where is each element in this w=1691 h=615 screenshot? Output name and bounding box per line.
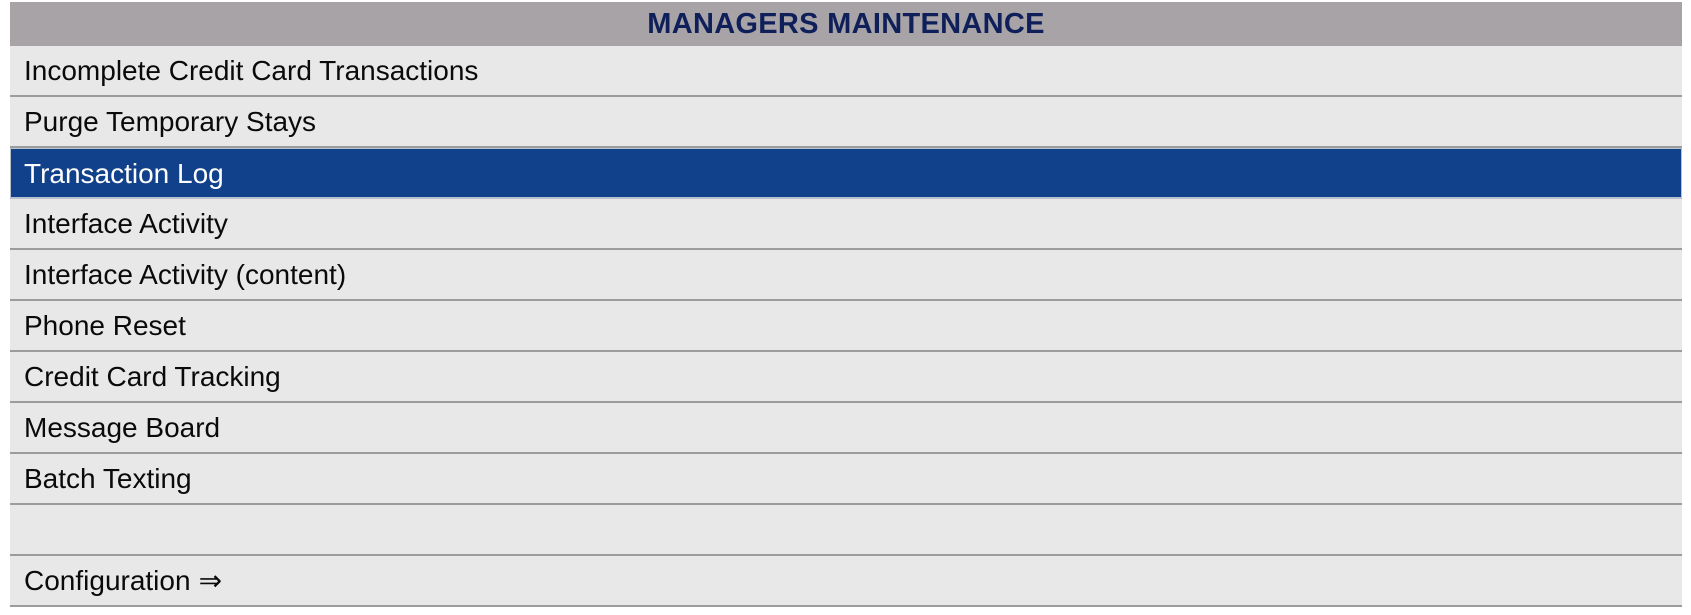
menu-item-incomplete-credit-card-transactions[interactable]: Incomplete Credit Card Transactions — [10, 46, 1682, 97]
menu-item-interface-activity[interactable]: Interface Activity — [10, 199, 1682, 250]
menu-item-label: Batch Texting — [24, 463, 192, 494]
menu-item-purge-temporary-stays[interactable]: Purge Temporary Stays — [10, 97, 1682, 148]
menu-spacer-row — [10, 505, 1682, 556]
menu-item-batch-texting[interactable]: Batch Texting — [10, 454, 1682, 505]
menu-item-transaction-log[interactable]: Transaction Log — [10, 148, 1682, 199]
menu-item-label: Phone Reset — [24, 310, 186, 341]
menu-item-label: Message Board — [24, 412, 221, 443]
menu-item-message-board[interactable]: Message Board — [10, 403, 1682, 454]
menu-item-configuration[interactable]: Configuration ⇒ — [10, 556, 1682, 607]
maintenance-menu-list: Incomplete Credit Card Transactions Purg… — [10, 46, 1682, 607]
menu-item-label: Purge Temporary Stays — [24, 106, 317, 137]
menu-item-label: Incomplete Credit Card Transactions — [24, 55, 479, 86]
menu-item-credit-card-tracking[interactable]: Credit Card Tracking — [10, 352, 1682, 403]
menu-item-label: Interface Activity (content) — [24, 259, 347, 290]
managers-maintenance-panel: MANAGERS MAINTENANCE Incomplete Credit C… — [10, 2, 1682, 607]
menu-item-label: Interface Activity — [24, 208, 228, 239]
menu-item-label: Configuration — [24, 565, 191, 596]
menu-item-interface-activity-content[interactable]: Interface Activity (content) — [10, 250, 1682, 301]
menu-item-label: Credit Card Tracking — [24, 361, 281, 392]
panel-title: MANAGERS MAINTENANCE — [10, 2, 1682, 46]
menu-item-label: Transaction Log — [24, 158, 224, 189]
submenu-arrow-icon: ⇒ — [198, 565, 223, 596]
menu-item-phone-reset[interactable]: Phone Reset — [10, 301, 1682, 352]
